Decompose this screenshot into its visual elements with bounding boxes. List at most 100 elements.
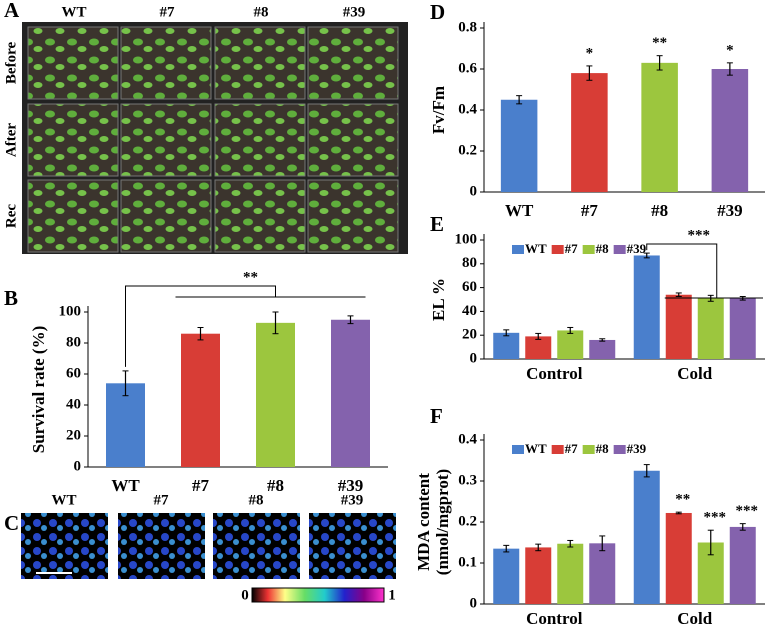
y-tick-label: 100 [59, 303, 82, 319]
bar [525, 547, 552, 604]
y-tick-label: 0.4 [458, 101, 477, 117]
bar [589, 339, 616, 359]
column-label: #7 [154, 492, 170, 508]
panel-label: D [430, 0, 445, 24]
bar [557, 330, 584, 359]
bar [665, 294, 692, 359]
legend-swatch [551, 445, 564, 454]
y-tick-label: 0.1 [458, 554, 477, 570]
x-tick-label: #8 [651, 201, 668, 220]
significance-label: ** [675, 492, 690, 508]
y-axis-label: EL % [429, 278, 448, 321]
row-label: After [3, 123, 19, 157]
legend-label: #8 [596, 441, 610, 456]
plant-photo [120, 179, 212, 253]
legend-label: WT [525, 441, 547, 456]
legend-swatch [613, 245, 626, 254]
significance-label: * [726, 42, 734, 58]
y-tick-label: 0 [74, 458, 82, 474]
plant-photo [27, 103, 119, 177]
y-tick-label: 20 [66, 427, 81, 443]
x-tick-label: #7 [192, 476, 210, 495]
y-tick-label: 80 [66, 334, 81, 350]
panel-label: B [4, 286, 18, 310]
plant-photo [27, 179, 119, 253]
panel-label: F [430, 404, 443, 428]
y-tick-label: 20 [462, 327, 477, 343]
bar [641, 62, 678, 192]
plant-photo [307, 26, 399, 100]
significance-bracket [125, 285, 276, 367]
x-tick-label: #39 [338, 476, 364, 495]
legend-label: #7 [565, 241, 579, 256]
photo-grid [27, 26, 399, 253]
plant-photo [214, 103, 306, 177]
colorbar-tick-label: 1 [388, 587, 396, 603]
bar [729, 526, 756, 604]
y-tick-label: 40 [462, 303, 477, 319]
column-label: #39 [341, 492, 364, 508]
bar [493, 548, 520, 604]
legend-label: #39 [627, 441, 647, 456]
significance-label: *** [688, 227, 711, 243]
fluorescence-grid [21, 513, 396, 579]
y-tick-label: 40 [66, 396, 81, 412]
bar [729, 298, 756, 359]
bar [589, 543, 616, 604]
column-label: WT [51, 492, 76, 508]
bar [525, 336, 552, 359]
column-label: WT [61, 4, 86, 20]
bar [181, 333, 220, 467]
bar [331, 319, 370, 467]
x-tick-label: #8 [267, 476, 284, 495]
column-label: #8 [249, 492, 264, 508]
x-tick-label: Control [526, 364, 583, 383]
legend-label: #7 [565, 441, 579, 456]
fluorescence-image [21, 513, 108, 579]
significance-label: *** [736, 503, 759, 519]
panel-label: A [4, 0, 20, 22]
colorbar [251, 587, 385, 603]
x-tick-label: Cold [677, 609, 713, 628]
y-tick-label: 0.2 [458, 513, 477, 529]
panel-label: E [430, 212, 444, 236]
plant-photo [120, 26, 212, 100]
legend-swatch [582, 445, 595, 454]
bar [633, 255, 660, 359]
plant-photo [307, 103, 399, 177]
bar [500, 99, 538, 192]
legend-swatch [551, 245, 564, 254]
legend-label: #39 [627, 241, 647, 256]
legend-label: #8 [596, 241, 610, 256]
y-tick-label: 0.6 [458, 60, 477, 76]
row-label: Rec [3, 204, 19, 228]
significance-bracket [646, 243, 718, 298]
y-axis-label: Fv/Fm [429, 86, 448, 134]
bar [493, 332, 520, 359]
x-tick-label: #39 [717, 201, 743, 220]
legend-swatch [512, 445, 524, 454]
y-axis-label: (nmol/mgprot) [433, 469, 452, 575]
plant-photo [214, 26, 306, 100]
legend-swatch [613, 445, 626, 454]
fluorescence-image [213, 513, 300, 579]
x-tick-label: WT [505, 201, 534, 220]
y-tick-label: 60 [462, 279, 477, 295]
y-tick-label: 0 [470, 350, 478, 366]
panel-label: C [4, 511, 19, 535]
bar [571, 73, 608, 192]
bar [665, 512, 692, 604]
x-tick-label: WT [111, 476, 140, 495]
y-tick-label: 80 [462, 255, 477, 271]
bar [711, 69, 749, 192]
colorbar-tick-label: 0 [241, 587, 249, 603]
y-tick-label: 0 [470, 595, 478, 611]
x-tick-label: Cold [677, 364, 713, 383]
plant-photo [27, 26, 119, 100]
y-axis-label: Survival rate (%) [29, 326, 48, 453]
y-tick-label: 0.4 [458, 431, 477, 447]
y-tick-label: 0.8 [458, 19, 477, 35]
significance-label: ** [243, 269, 258, 285]
row-label: Before [3, 42, 19, 85]
